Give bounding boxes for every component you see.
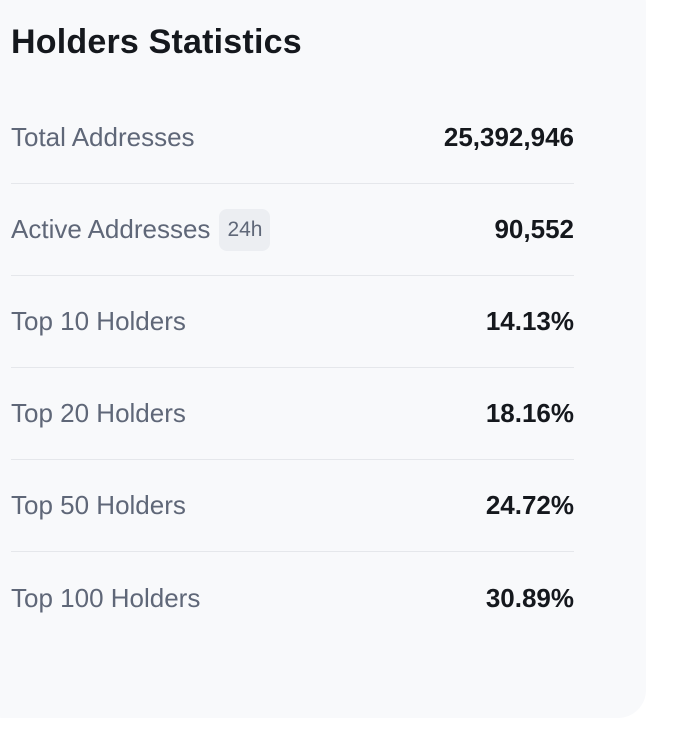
stat-label: Top 100 Holders <box>11 582 201 613</box>
stat-row-total-addresses: Total Addresses 25,392,946 <box>11 92 574 184</box>
stat-label: Top 10 Holders <box>11 306 186 336</box>
stat-label-group: Total Addresses <box>11 122 195 153</box>
stat-value: 30.89% <box>485 582 574 613</box>
stat-label-group: Top 20 Holders <box>11 398 186 429</box>
stat-value: 18.16% <box>485 398 574 428</box>
stat-label: Total Addresses <box>11 122 195 152</box>
stat-row-top-100-holders: Top 100 Holders 30.89% <box>11 552 574 644</box>
stat-row-top-50-holders: Top 50 Holders 24.72% <box>11 460 574 552</box>
stat-label-group: Active Addresses 24h <box>11 208 271 251</box>
stat-value: 25,392,946 <box>443 122 574 152</box>
stat-label: Active Addresses <box>11 214 211 244</box>
time-range-badge: 24h <box>219 208 271 251</box>
stat-value: 90,552 <box>494 214 574 244</box>
stat-row-top-10-holders: Top 10 Holders 14.13% <box>11 276 574 368</box>
stat-label: Top 20 Holders <box>11 398 186 428</box>
stat-label-group: Top 10 Holders <box>11 306 186 337</box>
stat-label: Top 50 Holders <box>11 490 186 520</box>
stat-label-group: Top 50 Holders <box>11 490 186 521</box>
stats-list: Total Addresses 25,392,946 Active Addres… <box>11 92 574 644</box>
stat-label-group: Top 100 Holders <box>11 583 200 614</box>
holders-statistics-card: Holders Statistics Total Addresses 25,39… <box>11 23 574 644</box>
stat-value: 24.72% <box>485 490 574 520</box>
stat-value: 14.13% <box>485 306 574 336</box>
stat-row-top-20-holders: Top 20 Holders 18.16% <box>11 368 574 460</box>
card-title: Holders Statistics <box>11 23 302 61</box>
stat-row-active-addresses: Active Addresses 24h 90,552 <box>11 184 574 276</box>
